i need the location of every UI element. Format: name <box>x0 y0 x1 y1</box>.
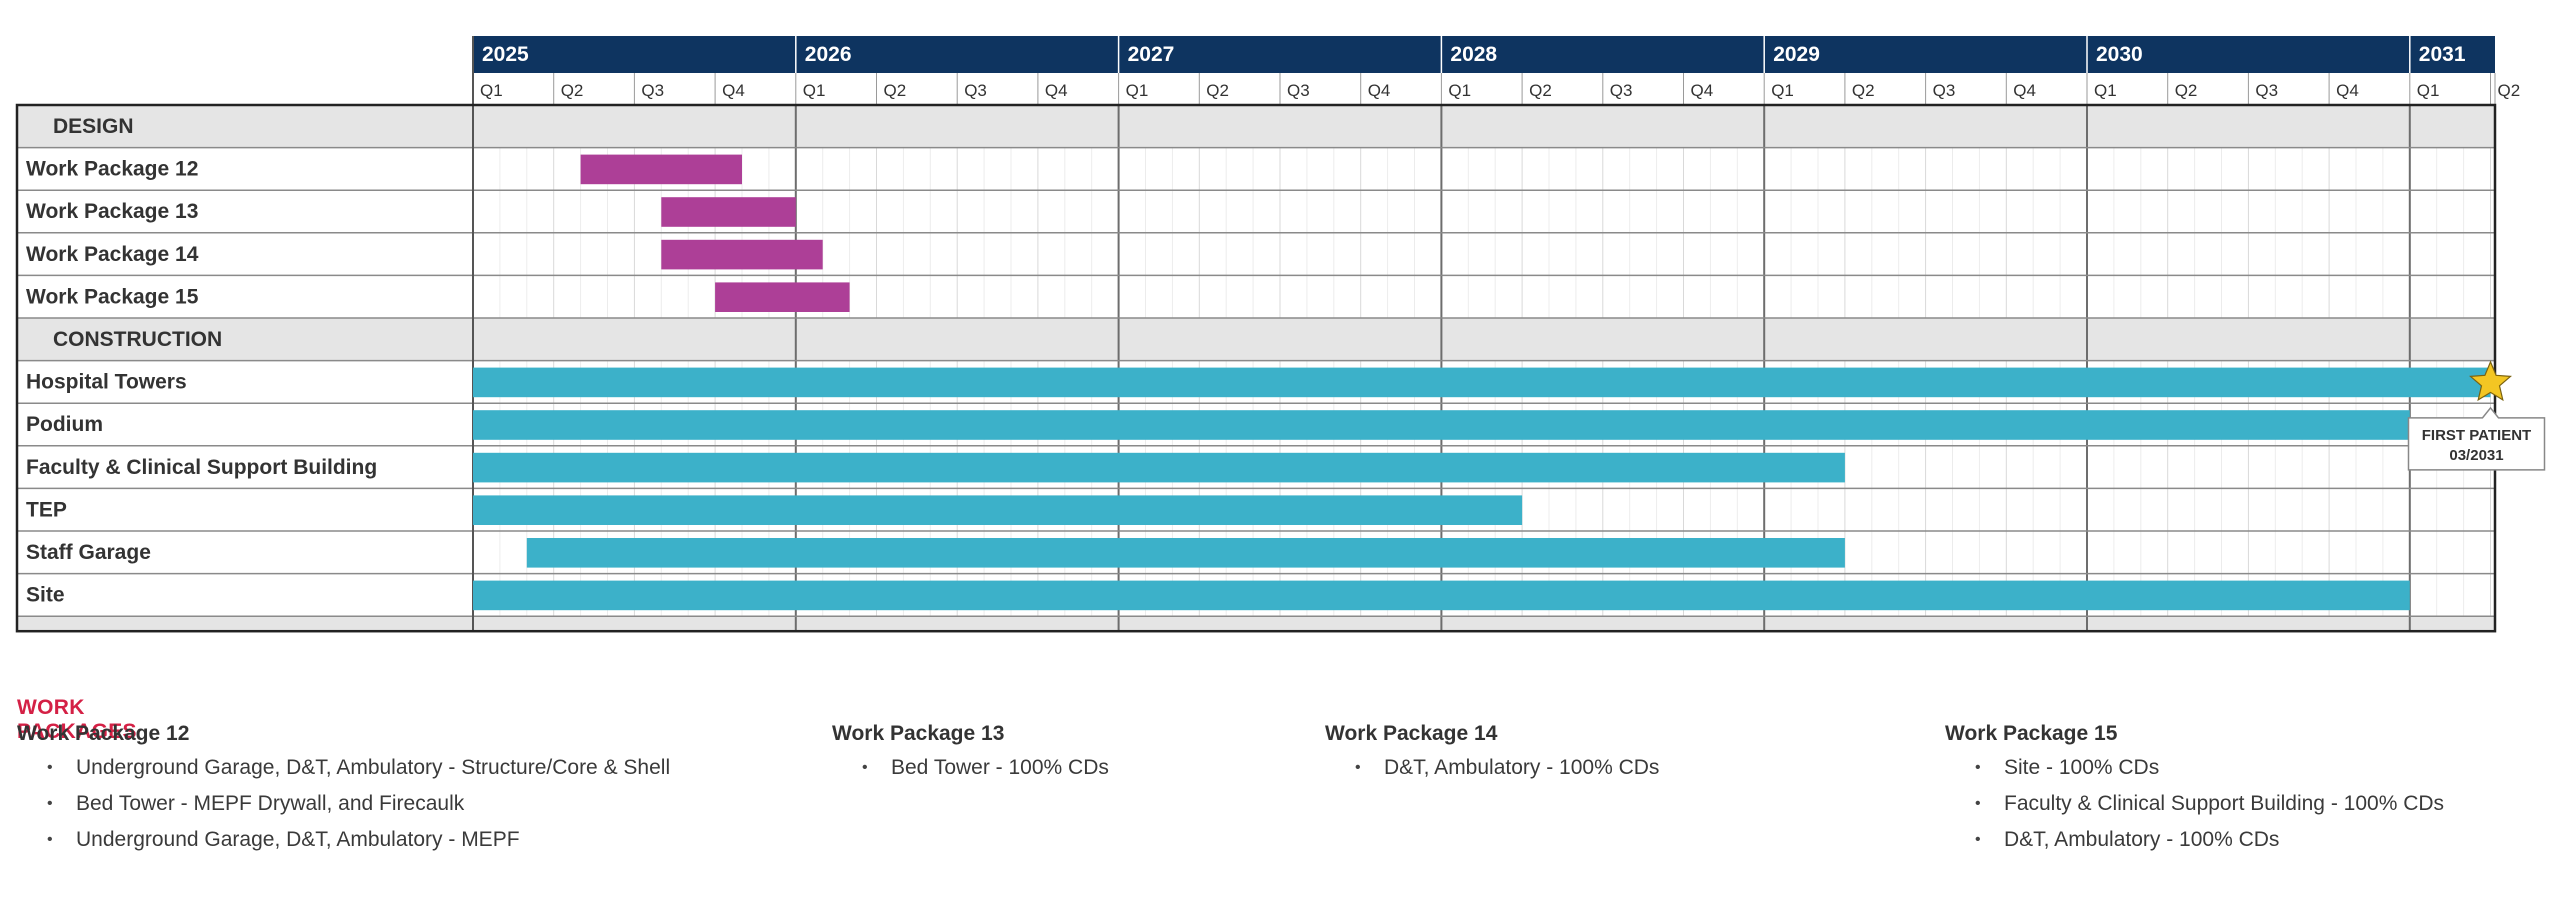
year-header-cell <box>1441 36 1765 73</box>
section-label: DESIGN <box>53 115 134 138</box>
gantt-chart: 2025 2026 2027 2028 2029 2030 2031 Q1 Q2 Q3 Q4 Q1 Q2… <box>15 36 2546 633</box>
quarter-label: Q1 <box>803 81 826 100</box>
task-row <box>17 232 2495 276</box>
year-header-cell <box>2087 36 2410 73</box>
gantt-bar <box>661 239 823 270</box>
milestone-date: 03/2031 <box>2449 447 2503 464</box>
task-label: Work Package 15 <box>26 285 199 308</box>
list-item: Bed Tower - 100% CDs <box>832 756 1109 780</box>
task-label: Podium <box>26 413 103 436</box>
gantt-bar <box>473 495 1523 525</box>
work-package-list: Underground Garage, D&T, Ambulatory - St… <box>17 756 670 852</box>
list-item: Faculty & Clinical Support Building - 10… <box>1945 792 2444 816</box>
quarter-label: Q1 <box>2094 81 2117 100</box>
list-item: Site - 100% CDs <box>1945 756 2444 780</box>
year-header-cell <box>1764 36 2087 73</box>
list-item: Underground Garage, D&T, Ambulatory - ME… <box>17 828 670 852</box>
task-label: Faculty & Clinical Support Building <box>26 456 377 479</box>
table-footer-band <box>17 616 2495 632</box>
list-item: Underground Garage, D&T, Ambulatory - St… <box>17 756 670 780</box>
quarter-label: Q1 <box>1448 81 1471 100</box>
quarter-label: Q4 <box>1045 81 1068 100</box>
gantt-bar <box>473 367 2491 398</box>
quarter-label: Q2 <box>1529 81 1552 100</box>
quarter-label: Q2 <box>1206 81 1229 100</box>
task-label: Work Package 14 <box>26 243 199 266</box>
year-label: 2030 <box>2096 43 2143 66</box>
task-label: Work Package 13 <box>26 200 198 223</box>
quarter-label: Q4 <box>722 81 745 100</box>
quarter-label: Q3 <box>1610 81 1633 100</box>
quarter-label: Q4 <box>1368 81 1391 100</box>
quarter-label: Q3 <box>1933 81 1956 100</box>
year-header-cell <box>795 36 1119 73</box>
quarter-label: Q1 <box>480 81 503 100</box>
year-label: 2028 <box>1450 43 1497 66</box>
quarter-label: Q4 <box>1691 81 1714 100</box>
gantt-bar <box>661 197 796 227</box>
task-row <box>17 190 2495 233</box>
task-label: Staff Garage <box>26 541 151 564</box>
list-item: D&T, Ambulatory - 100% CDs <box>1945 828 2444 852</box>
work-package-title: Work Package 14 <box>1325 722 1498 745</box>
year-header-cell <box>2409 36 2495 73</box>
list-item: Bed Tower - MEPF Drywall, and Firecaulk <box>17 792 670 816</box>
quarter-label: Q1 <box>2417 81 2440 100</box>
table-border <box>15 103 2497 633</box>
milestone-star-icon <box>2469 360 2512 402</box>
quarter-label: Q2 <box>1852 81 1875 100</box>
year-header-cell <box>473 36 796 73</box>
work-packages-heading: WORK PACKAGES <box>17 696 137 743</box>
work-package-list: Bed Tower - 100% CDs <box>832 756 1109 780</box>
milestone-label: FIRST PATIENT <box>2422 427 2531 444</box>
quarter-label: Q1 <box>1126 81 1149 100</box>
gantt-bar <box>473 410 2410 440</box>
work-package-list: Site - 100% CDs Faculty & Clinical Suppo… <box>1945 756 2444 852</box>
task-label: Site <box>26 584 65 607</box>
quarter-label: Q4 <box>2013 81 2036 100</box>
work-package-14-notes: Work Package 14 D&T, Ambulatory - 100% C… <box>1325 722 1659 792</box>
section-label: CONSTRUCTION <box>53 328 222 351</box>
quarter-label: Q3 <box>964 81 987 100</box>
task-row <box>17 147 2495 191</box>
milestone-callout <box>2407 406 2546 471</box>
task-label: Work Package 12 <box>26 158 198 181</box>
section-header-row <box>17 105 2495 148</box>
quarter-label: Q2 <box>884 81 907 100</box>
quarter-label: Q1 <box>1771 81 1794 100</box>
year-label: 2029 <box>1773 43 1820 66</box>
work-package-title: Work Package 13 <box>832 722 1005 745</box>
quarter-label: Q4 <box>2336 81 2359 100</box>
section-header-row <box>17 318 2495 361</box>
work-package-13-notes: Work Package 13 Bed Tower - 100% CDs <box>832 722 1109 792</box>
quarter-label: Q2 <box>2498 81 2521 100</box>
task-label: Hospital Towers <box>26 371 187 394</box>
task-row <box>17 275 2495 318</box>
year-header-cell <box>1118 36 1442 73</box>
gantt-bar <box>580 154 742 185</box>
gantt-bar <box>526 538 1845 568</box>
work-package-15-notes: Work Package 15 Site - 100% CDs Faculty … <box>1945 722 2444 864</box>
gantt-bar <box>473 452 1845 483</box>
quarter-header-row <box>473 73 2495 105</box>
quarter-label: Q3 <box>1287 81 1310 100</box>
quarter-label: Q2 <box>2175 81 2198 100</box>
work-package-title: Work Package 12 <box>17 722 190 745</box>
year-label: 2027 <box>1128 43 1175 66</box>
quarter-label: Q2 <box>561 81 584 100</box>
work-package-title: Work Package 15 <box>1945 722 2118 745</box>
year-label: 2026 <box>805 43 852 66</box>
gantt-bar <box>473 580 2410 611</box>
task-label: TEP <box>26 498 67 521</box>
work-package-12-notes: Work Package 12 Underground Garage, D&T,… <box>17 722 670 864</box>
year-label: 2031 <box>2419 43 2466 66</box>
work-package-list: D&T, Ambulatory - 100% CDs <box>1325 756 1659 780</box>
quarter-label: Q3 <box>641 81 664 100</box>
list-item: D&T, Ambulatory - 100% CDs <box>1325 756 1659 780</box>
gantt-bar <box>715 282 850 312</box>
quarter-label: Q3 <box>2255 81 2278 100</box>
year-label: 2025 <box>482 43 529 66</box>
